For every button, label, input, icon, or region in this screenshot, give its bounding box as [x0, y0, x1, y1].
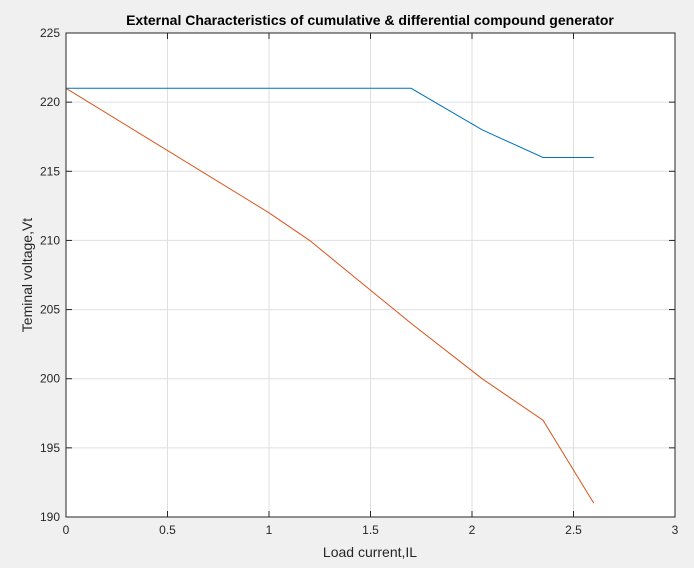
x-tick-label: 2.5 [565, 523, 582, 537]
x-tick-label: 1 [266, 523, 273, 537]
y-tick-label: 215 [40, 164, 60, 178]
ticks: 0 0.5 1 1.5 2 2.5 3 190 195 200 205 210 215 220 225 [40, 26, 679, 537]
y-tick-label: 210 [40, 233, 60, 247]
x-axis-label: Load current,IL [323, 544, 417, 560]
x-tick-label: 2 [469, 523, 476, 537]
data-lines [65, 87, 595, 504]
y-tick-label: 200 [40, 372, 60, 386]
y-tick-label: 225 [40, 26, 60, 40]
y-axis-label: Teminal voltage,Vt [19, 218, 35, 333]
series-line-differential [65, 87, 595, 504]
y-tick-label: 220 [40, 95, 60, 109]
y-tick-label: 195 [40, 441, 60, 455]
x-tick-label: 0.5 [159, 523, 176, 537]
y-tick-label: 205 [40, 303, 60, 317]
chart-title: External Characteristics of cumulative &… [126, 12, 614, 28]
series-line-cumulative [66, 87, 594, 158]
x-tick-label: 3 [672, 523, 679, 537]
x-tick-label: 0 [63, 523, 70, 537]
y-tick-label: 190 [40, 510, 60, 524]
x-tick-label: 1.5 [362, 523, 379, 537]
